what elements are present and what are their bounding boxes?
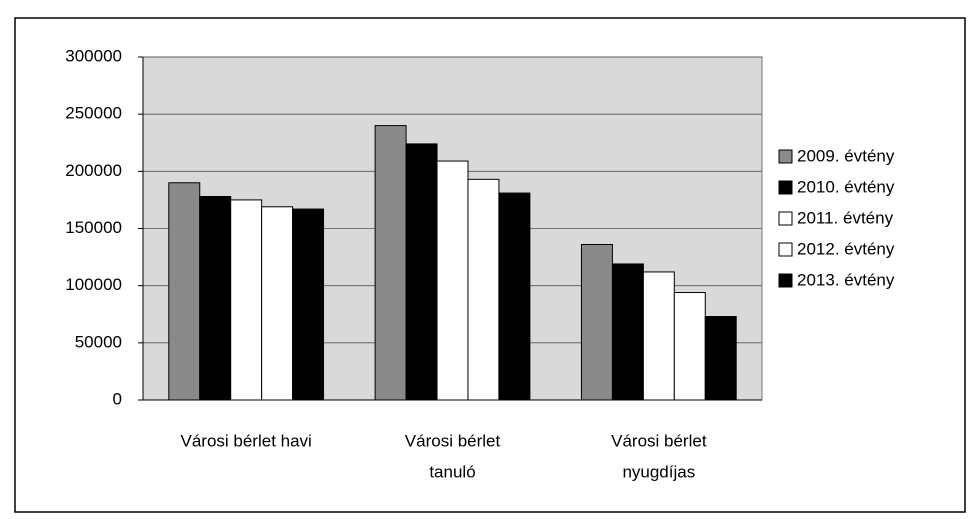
bar (405, 143, 438, 401)
bar (467, 178, 500, 401)
legend-swatch (778, 180, 793, 195)
bar (436, 160, 469, 401)
y-tick-label: 300000 (65, 46, 122, 65)
y-tick-label: 100000 (65, 275, 122, 294)
y-tick-label: 200000 (65, 161, 122, 180)
x-tick-label: nyugdíjas (622, 462, 695, 481)
legend-label: 2013. évtény (797, 270, 895, 289)
x-tick-label: Városi bérlet (405, 431, 501, 450)
legend-label: 2009. évtény (797, 146, 895, 165)
bar (230, 199, 263, 401)
bar (374, 125, 407, 401)
bar (261, 206, 294, 401)
bar (673, 292, 706, 401)
x-tick-label: tanuló (429, 462, 475, 481)
legend-swatch (778, 242, 793, 257)
bar (642, 271, 675, 401)
y-tick-label: 50000 (75, 332, 122, 351)
bar (292, 208, 325, 401)
bar (168, 182, 201, 401)
x-tick-label: Városi bérlet havi (180, 431, 311, 450)
legend-swatch (778, 273, 793, 288)
x-tick-label: Városi bérlet (611, 431, 707, 450)
legend-label: 2011. évtény (797, 208, 894, 227)
y-tick-label: 250000 (65, 104, 122, 123)
legend-swatch (778, 149, 793, 164)
legend-label: 2012. évtény (797, 239, 895, 258)
bar (704, 316, 737, 401)
y-tick-label: 0 (113, 389, 122, 408)
bar (199, 195, 232, 401)
bar (611, 263, 644, 401)
legend-swatch (778, 211, 793, 226)
legend-label: 2010. évtény (797, 177, 895, 196)
bar (580, 244, 613, 401)
bar (498, 192, 531, 401)
y-tick-label: 150000 (65, 218, 122, 237)
